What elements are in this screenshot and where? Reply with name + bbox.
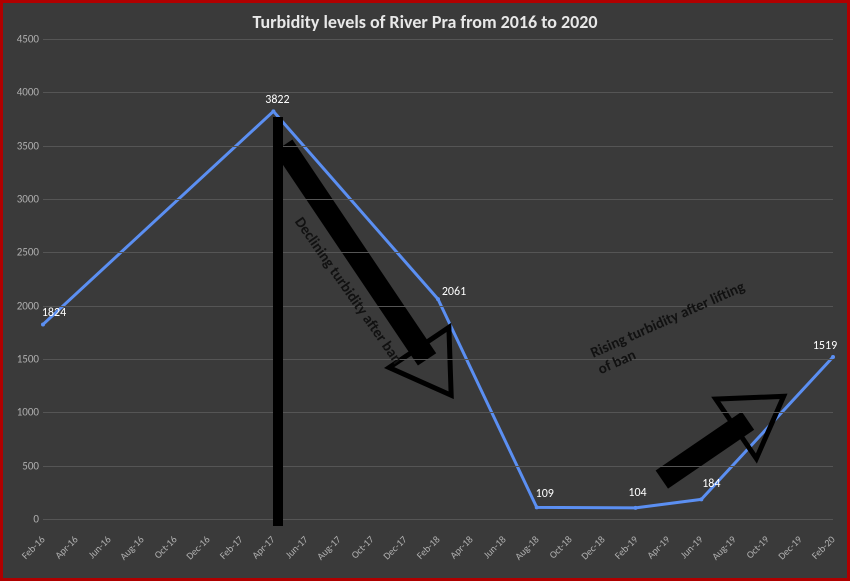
- data-marker: [271, 109, 275, 113]
- x-tick-label: Apr-19: [644, 533, 673, 562]
- x-tick-label: Apr-18: [447, 533, 476, 562]
- x-tick-label: Oct-19: [743, 533, 771, 561]
- x-tick-label: Aug-18: [512, 533, 542, 563]
- y-tick-label: 1500: [17, 353, 39, 366]
- x-tick-label: Jun-19: [678, 533, 706, 561]
- data-marker: [699, 497, 703, 501]
- x-tick-label: Oct-17: [348, 533, 376, 561]
- x-tick-label: Jun-18: [480, 533, 508, 561]
- y-tick-label: 500: [22, 459, 39, 472]
- x-tick-label: Feb-18: [414, 533, 443, 562]
- y-tick-label: 2000: [17, 299, 39, 312]
- x-tick-label: Feb-16: [19, 533, 48, 562]
- x-tick-label: Feb-20: [809, 533, 838, 562]
- x-tick-label: Jun-17: [283, 533, 311, 561]
- gridline: [43, 252, 833, 253]
- x-tick-label: Dec-16: [183, 533, 212, 562]
- x-tick-label: Oct-16: [151, 533, 179, 561]
- x-tick-label: Jun-16: [85, 533, 113, 561]
- gridline: [43, 92, 833, 93]
- y-tick-label: 3500: [17, 139, 39, 152]
- x-tick-label: Apr-16: [52, 533, 81, 562]
- y-tick-label: 2500: [17, 246, 39, 259]
- gridline: [43, 412, 833, 413]
- gridline: [43, 306, 833, 307]
- y-tick-label: 3000: [17, 193, 39, 206]
- chart-title: Turbidity levels of River Pra from 2016 …: [3, 11, 847, 33]
- x-tick-label: Oct-18: [546, 533, 574, 561]
- gridline: [43, 39, 833, 40]
- y-tick-label: 0: [33, 513, 39, 526]
- y-tick-label: 1000: [17, 406, 39, 419]
- gridline: [43, 359, 833, 360]
- data-marker: [634, 506, 638, 510]
- gridline: [43, 146, 833, 147]
- x-tick-label: Dec-18: [578, 533, 607, 562]
- x-tick-label: Feb-19: [611, 533, 640, 562]
- x-tick-label: Apr-17: [249, 533, 278, 562]
- gridline: [43, 519, 833, 520]
- y-tick-label: 4000: [17, 86, 39, 99]
- gridline: [43, 199, 833, 200]
- x-tick-label: Aug-16: [117, 533, 147, 563]
- x-tick-label: Dec-17: [380, 533, 409, 562]
- data-marker: [535, 505, 539, 509]
- x-tick-label: Dec-19: [775, 533, 804, 562]
- chart-container: Turbidity levels of River Pra from 2016 …: [3, 3, 847, 578]
- data-marker: [41, 322, 45, 326]
- plot-svg: [43, 39, 833, 519]
- data-marker: [436, 297, 440, 301]
- ban-marker-bar: [273, 117, 283, 527]
- gridline: [43, 466, 833, 467]
- x-tick-label: Feb-17: [216, 533, 245, 562]
- x-tick-label: Aug-17: [314, 533, 344, 563]
- x-tick-label: Aug-19: [709, 533, 739, 563]
- plot-area: 050010001500200025003000350040004500Feb-…: [43, 39, 833, 519]
- y-tick-label: 4500: [17, 33, 39, 46]
